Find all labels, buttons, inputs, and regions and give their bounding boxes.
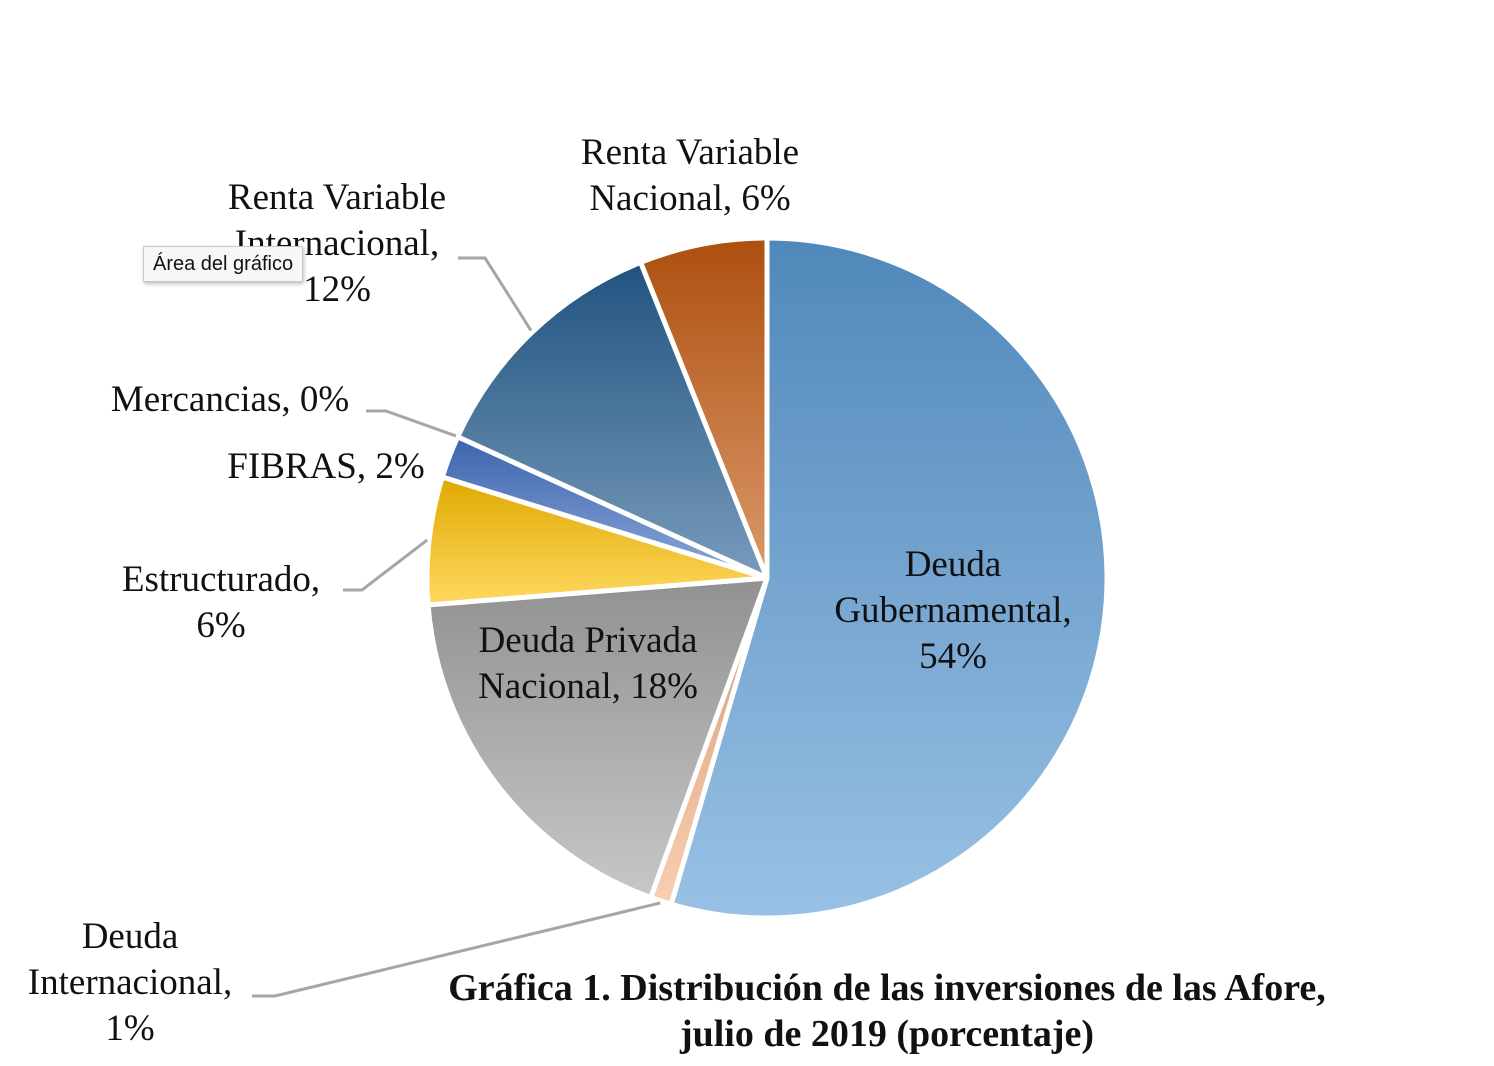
label-line: FIBRAS, 2% [227, 446, 425, 487]
leader-line-deuda-internacional [252, 901, 661, 998]
leader-line-estructurado [343, 538, 429, 592]
label-fibras: FIBRAS, 2% [227, 444, 424, 490]
slice-renta-variable-nacional[interactable] [638, 235, 770, 581]
leader-line-mercancias [366, 409, 457, 438]
label-line: Deuda [81, 916, 179, 957]
slice-deuda-gubernamental[interactable] [668, 235, 1110, 921]
label-line: Estructurado, [121, 559, 321, 600]
label-estructurado: Estructurado, 6% [122, 557, 320, 649]
label-deuda-internacional: Deuda Internacional, 1% [28, 914, 232, 1052]
chart-title-line-2: julio de 2019 (porcentaje) [679, 1013, 1095, 1055]
chart-title-line-1: Gráfica 1. Distribución de las inversion… [448, 967, 1326, 1009]
label-line: Nacional, 18% [478, 666, 698, 707]
label-line: 6% [196, 605, 246, 646]
leader-lines [252, 256, 661, 998]
label-renta-variable-nacional: Renta Variable Nacional, 6% [581, 130, 799, 222]
label-mercancias: Mercancias, 0% [111, 377, 349, 423]
label-line: Internacional, [27, 962, 233, 1003]
label-line: Deuda [904, 544, 1002, 585]
chart-area-tooltip: Área del gráfico [143, 246, 304, 282]
label-renta-variable-internacional: Renta Variable Internacional, 12% [228, 175, 446, 313]
label-line: Nacional, 6% [589, 178, 791, 219]
label-deuda-gubernamental: Deuda Gubernamental, 54% [834, 542, 1071, 680]
leader-line-renta-variable-internacional [458, 256, 533, 332]
label-line: 1% [105, 1008, 155, 1049]
label-line: 12% [303, 269, 371, 310]
label-line: Renta Variable [227, 177, 447, 218]
label-line: Gubernamental, [834, 590, 1072, 631]
label-line: 54% [919, 636, 987, 677]
label-line: Mercancias, 0% [110, 379, 350, 420]
slice-renta-variable-internacional[interactable] [455, 259, 770, 581]
slice-deuda-privada-nacional[interactable] [425, 575, 770, 900]
label-line: Renta Variable [580, 132, 800, 173]
chart-title: Gráfica 1. Distribución de las inversion… [300, 965, 1474, 1057]
label-deuda-privada-nacional: Deuda Privada Nacional, 18% [478, 618, 698, 710]
pie-slices [424, 235, 1110, 921]
slice-estructurado[interactable] [424, 474, 770, 608]
label-line: Deuda Privada [478, 620, 698, 661]
